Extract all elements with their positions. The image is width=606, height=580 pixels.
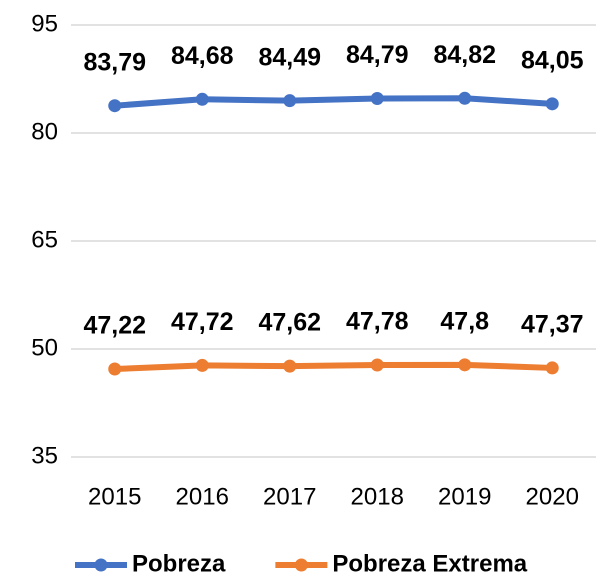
y-tick-label: 35 (31, 442, 58, 469)
y-tick-label: 65 (31, 226, 58, 253)
data-label: 47,37 (521, 311, 584, 339)
data-label: 84,82 (433, 41, 496, 69)
x-tick-label: 2020 (526, 483, 579, 510)
point (108, 362, 122, 376)
point (370, 92, 384, 106)
point (283, 359, 297, 373)
point (195, 358, 209, 372)
legend-label: Pobreza (132, 550, 226, 577)
point (458, 358, 472, 372)
data-label: 47,72 (171, 308, 234, 336)
x-tick-label: 2017 (263, 483, 316, 510)
data-label: 84,49 (258, 43, 321, 71)
x-tick-label: 2016 (176, 483, 229, 510)
data-label: 84,68 (171, 42, 234, 70)
x-tick-label: 2018 (351, 483, 404, 510)
data-label: 47,8 (440, 307, 489, 335)
point (195, 92, 209, 106)
x-tick-label: 2019 (438, 483, 491, 510)
point (283, 94, 297, 108)
y-tick-label: 50 (31, 334, 58, 361)
data-label: 84,05 (521, 46, 584, 74)
y-tick-label: 95 (31, 10, 58, 37)
legend-label: Pobreza Extrema (332, 550, 527, 577)
data-label: 83,79 (83, 48, 146, 76)
series-line (114, 361, 553, 373)
data-label: 47,78 (346, 308, 409, 336)
point (458, 91, 472, 105)
point (108, 99, 122, 113)
legend-marker (294, 558, 308, 572)
y-tick-label: 80 (31, 118, 58, 145)
point (545, 97, 559, 111)
series-line (114, 95, 553, 109)
data-label: 84,79 (346, 41, 409, 69)
x-tick-label: 2015 (88, 483, 141, 510)
legend-marker (94, 558, 108, 572)
point (545, 361, 559, 375)
data-label: 47,22 (83, 312, 146, 340)
data-label: 47,62 (258, 309, 321, 337)
point (370, 358, 384, 372)
